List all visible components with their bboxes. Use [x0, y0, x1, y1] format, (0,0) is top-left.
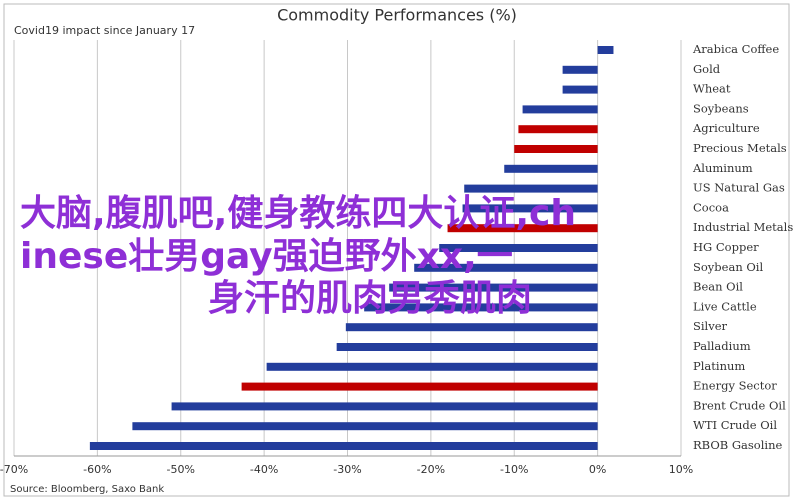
bar — [504, 164, 598, 173]
y-tick-label: Agriculture — [692, 121, 760, 135]
bar — [414, 263, 598, 272]
bar — [464, 184, 598, 193]
x-tick-label: 10% — [669, 463, 693, 476]
x-tick-label: -70% — [0, 463, 28, 476]
bar — [518, 125, 598, 134]
y-tick-label: Wheat — [693, 82, 731, 96]
x-tick-label: -50% — [167, 463, 195, 476]
x-tick-label: -20% — [417, 463, 445, 476]
bar — [462, 204, 598, 213]
bar — [522, 105, 598, 114]
y-tick-label: Precious Metals — [693, 141, 787, 155]
y-tick-label: Energy Sector — [693, 379, 777, 393]
y-tick-label: Aluminum — [692, 161, 753, 175]
y-tick-label: Cocoa — [693, 200, 729, 214]
y-tick-label: RBOB Gasoline — [693, 438, 782, 452]
y-tick-label: HG Copper — [693, 240, 759, 254]
y-tick-label: Brent Crude Oil — [693, 398, 786, 412]
bar — [364, 303, 598, 312]
y-tick-label: Arabica Coffee — [692, 42, 779, 56]
overlay-text: 身汗的肌肉男秀肌肉 — [208, 278, 532, 319]
y-tick-label: Silver — [693, 319, 728, 333]
overlay-text: 大脑,腹肌吧,健身教练四大认证,ch — [20, 193, 576, 234]
y-tick-label: WTI Crude Oil — [693, 418, 777, 432]
x-tick-label: -30% — [333, 463, 361, 476]
y-tick-label: Bean Oil — [693, 280, 743, 294]
overlay-text: inese壮男gay强迫野外xx,一 — [20, 236, 513, 277]
bar — [562, 65, 598, 74]
bar — [597, 46, 614, 54]
bar — [447, 224, 598, 233]
x-tick-label: -40% — [250, 463, 278, 476]
chart-subtitle: Covid19 impact since January 17 — [14, 24, 195, 37]
bar — [336, 343, 598, 351]
source: Source: Bloomberg, Saxo Bank — [10, 484, 164, 495]
bar — [171, 402, 598, 411]
x-tick-label: -10% — [500, 463, 528, 476]
bar — [89, 442, 598, 450]
y-tick-label: Industrial Metals — [693, 220, 793, 234]
chart-title: Commodity Performances (%) — [277, 6, 517, 25]
x-tick-label: -60% — [83, 463, 111, 476]
bar — [266, 362, 598, 371]
y-tick-label: Soybeans — [693, 101, 749, 115]
y-tick-label: US Natural Gas — [693, 181, 785, 195]
y-tick-label: Palladium — [693, 339, 751, 353]
x-tick-label: 0% — [589, 463, 606, 476]
frame — [3, 3, 790, 497]
y-tick-label: Gold — [693, 62, 721, 76]
bar — [132, 422, 598, 431]
bar — [241, 382, 598, 391]
bar — [562, 85, 598, 94]
y-tick-label: Live Cattle — [693, 299, 757, 313]
y-tick-label: Platinum — [693, 359, 745, 373]
y-tick-label: Soybean Oil — [693, 260, 763, 274]
bar — [389, 283, 598, 292]
bar — [345, 323, 598, 332]
bar — [514, 145, 598, 153]
bar — [439, 244, 598, 252]
